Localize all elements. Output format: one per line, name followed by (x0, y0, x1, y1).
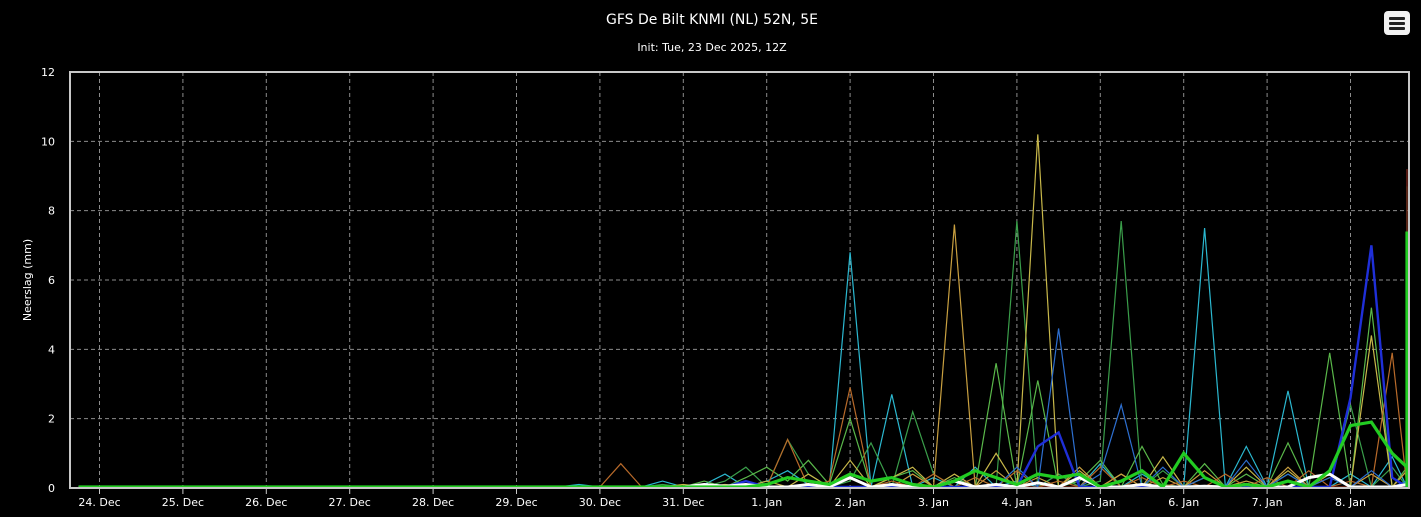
x-tick-label: 7. Jan (1252, 496, 1283, 509)
x-tick-label: 3. Jan (918, 496, 949, 509)
y-tick-label: 0 (48, 482, 55, 495)
y-tick-label: 6 (48, 274, 55, 287)
menu-icon-bar (1389, 22, 1405, 25)
x-tick-label: 1. Jan (751, 496, 782, 509)
x-tick-label: 24. Dec (78, 496, 120, 509)
x-tick-label: 29. Dec (495, 496, 537, 509)
x-tick-label: 25. Dec (162, 496, 204, 509)
y-tick-label: 4 (48, 343, 55, 356)
y-tick-label: 10 (41, 135, 55, 148)
grid (70, 72, 1409, 488)
x-axis-ticks: 24. Dec 25. Dec 26. Dec 27. Dec 28. Dec 29. D… (78, 488, 1366, 509)
plot-border (69, 71, 1410, 489)
y-tick-label: 8 (48, 205, 55, 218)
chart-title: GFS De Bilt KNMI (NL) 52N, 5E (606, 12, 818, 28)
chart-menu-button[interactable] (1384, 11, 1410, 35)
x-tick-label: 8. Jan (1335, 496, 1366, 509)
chart-subtitle: Init: Tue, 23 Dec 2025, 12Z (637, 41, 787, 54)
menu-icon-bar (1389, 17, 1405, 20)
y-tick-label: 12 (41, 66, 55, 79)
x-tick-label: 28. Dec (412, 496, 454, 509)
y-axis-ticks: 0 2 4 6 8 10 12 (41, 66, 55, 495)
x-tick-label: 30. Dec (579, 496, 621, 509)
x-tick-label: 4. Jan (1001, 496, 1032, 509)
y-axis-title: Neerslag (mm) (21, 239, 34, 321)
x-tick-label: 26. Dec (245, 496, 287, 509)
x-tick-label: 31. Dec (662, 496, 704, 509)
x-tick-label: 27. Dec (329, 496, 371, 509)
x-tick-label: 6. Jan (1168, 496, 1199, 509)
x-tick-label: 2. Jan (835, 496, 866, 509)
y-tick-label: 2 (48, 413, 55, 426)
menu-icon-bar (1389, 27, 1405, 30)
x-tick-label: 5. Jan (1085, 496, 1116, 509)
